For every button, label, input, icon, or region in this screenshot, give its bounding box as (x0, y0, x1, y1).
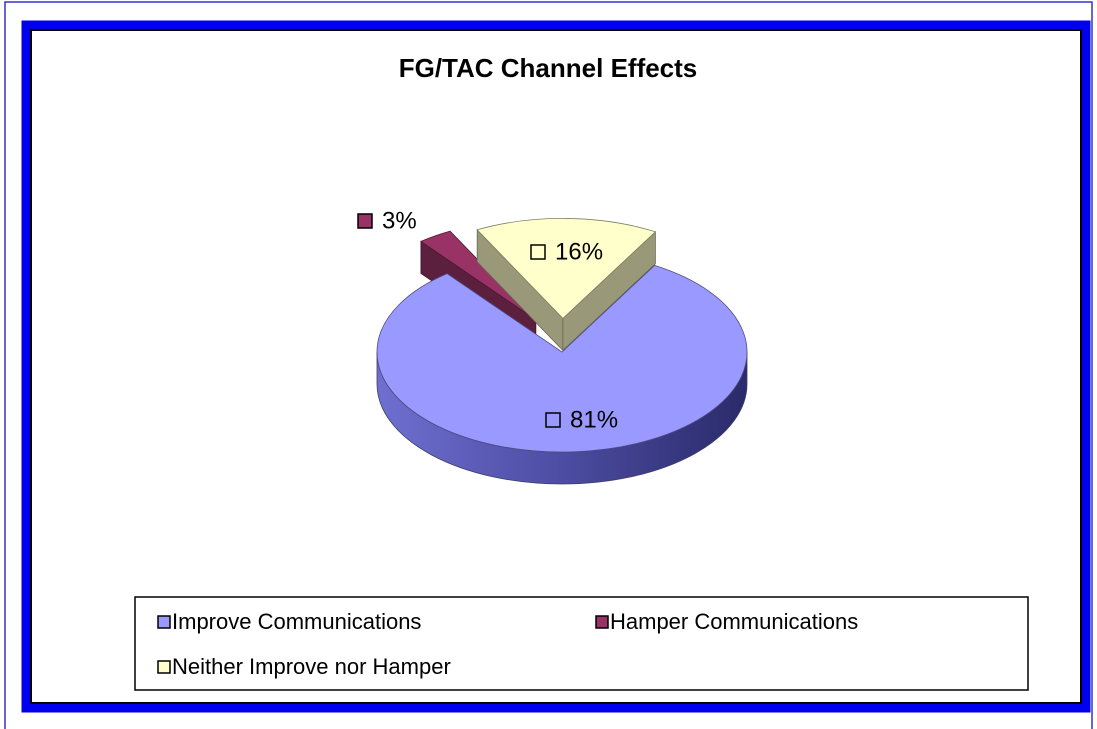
legend-key (595, 615, 609, 629)
legend-label: Neither Improve nor Hamper (172, 654, 451, 679)
label-key (357, 213, 373, 229)
page-frame (4, 1, 1093, 729)
pie-slice (376, 264, 748, 453)
pie-slice (476, 218, 657, 319)
label-key (530, 244, 546, 260)
chart-title: FG/TAC Channel Effects (399, 53, 698, 83)
label-key (545, 412, 561, 428)
chart-border (30, 29, 1082, 704)
legend-label: Hamper Communications (610, 609, 858, 634)
legend-key (157, 660, 171, 674)
data-label: 81% (570, 406, 618, 433)
legend-label: Improve Communications (172, 609, 421, 634)
data-label: 16% (555, 238, 603, 265)
legend-box (134, 596, 1029, 691)
data-label: 3% (382, 207, 417, 234)
pie-slice (420, 230, 537, 321)
legend-key (157, 615, 171, 629)
